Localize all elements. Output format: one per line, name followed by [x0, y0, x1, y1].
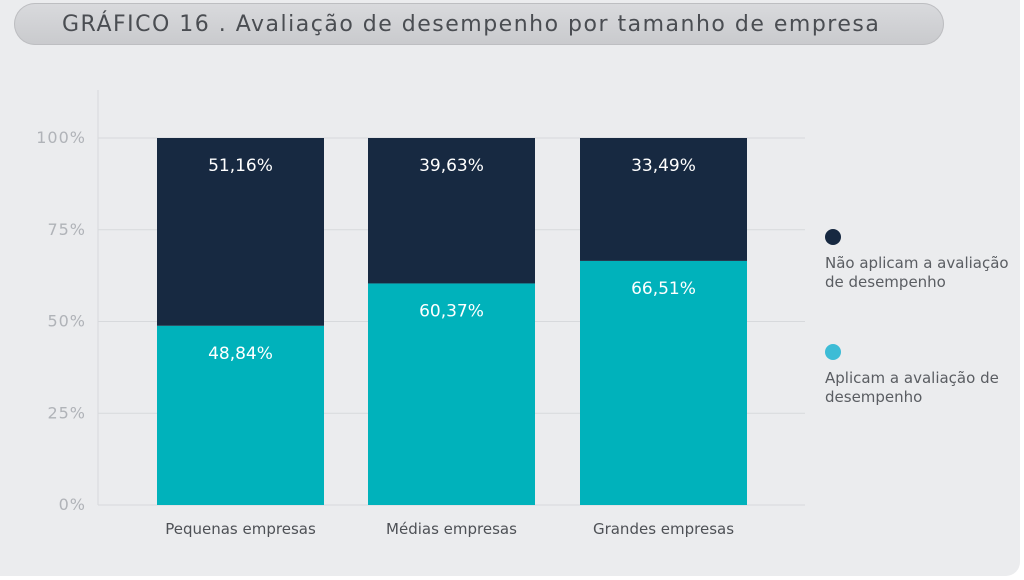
data-label-nao-aplicam: 33,49%	[631, 156, 696, 176]
bar-nao-aplicam	[368, 138, 535, 284]
data-label-nao-aplicam: 39,63%	[419, 156, 484, 176]
bar-nao-aplicam	[580, 138, 747, 261]
x-category-label: Médias empresas	[386, 520, 517, 538]
title-banner: GRÁFICO 16 . Avaliação de desempenho por…	[14, 3, 944, 45]
bar-nao-aplicam	[157, 138, 324, 326]
bar-aplicam	[157, 325, 324, 505]
y-tick-label: 100%	[36, 128, 86, 147]
legend-dot-nao-aplicam-icon	[825, 229, 841, 245]
data-label-aplicam: 60,37%	[419, 301, 484, 321]
y-tick-label: 50%	[47, 312, 86, 331]
bar-aplicam	[368, 283, 535, 505]
legend-dot-aplicam-icon	[825, 344, 841, 360]
data-label-nao-aplicam: 51,16%	[208, 156, 273, 176]
legend-label-aplicam: Aplicam a avaliação de desempenho	[825, 369, 999, 406]
y-tick-label: 75%	[47, 220, 86, 239]
chart-title: GRÁFICO 16 . Avaliação de desempenho por…	[62, 12, 881, 37]
x-category-label: Pequenas empresas	[165, 520, 316, 538]
data-label-aplicam: 66,51%	[631, 279, 696, 299]
x-category-label: Grandes empresas	[593, 520, 734, 538]
bar-aplicam	[580, 260, 747, 505]
y-tick-label: 0%	[59, 495, 86, 514]
data-label-aplicam: 48,84%	[208, 344, 273, 364]
legend-label-nao-aplicam: Não aplicam a avaliação de desempenho	[825, 254, 1009, 291]
y-tick-label: 25%	[47, 403, 86, 422]
